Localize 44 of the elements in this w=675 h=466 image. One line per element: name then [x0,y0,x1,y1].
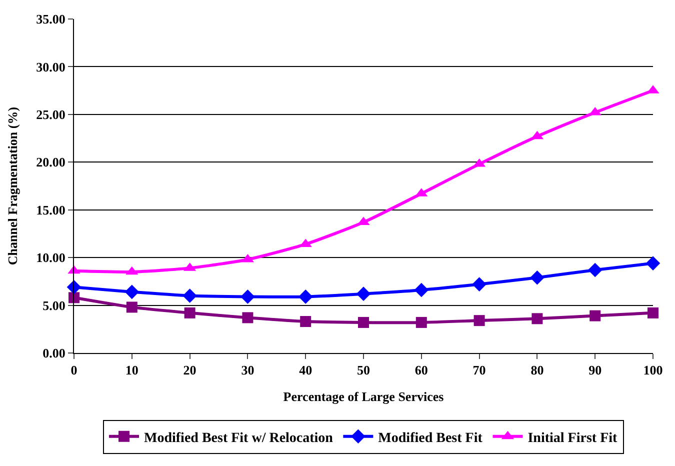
y-tick-label: 30.00 [36,59,66,74]
point [588,262,602,278]
x-tick-label: 30 [241,362,254,378]
y-tick-label: 25.00 [36,106,66,122]
x-tick-label: 60 [414,362,428,378]
legend-label: Initial First Fit [528,430,618,446]
point [242,312,254,324]
x-tick-label: 40 [299,362,312,378]
x-tick-label: 90 [588,362,602,378]
x-tick-label: 0 [70,362,78,378]
point [182,288,197,303]
point [532,313,543,324]
point [530,270,544,285]
point [648,307,658,318]
point [358,316,369,328]
point [416,316,427,328]
y-tick-label: 5.00 [42,298,66,313]
legend-label: Modified Best Fit [378,430,483,446]
y-tick-label: 15.00 [36,202,66,218]
x-tick-label: 80 [530,362,544,378]
point [184,307,196,318]
point [646,256,660,270]
point [300,316,312,328]
x-tick-label: 70 [472,362,486,378]
y-tick-label: 0.00 [42,346,66,361]
x-tick-label: 50 [357,362,370,378]
point [356,286,371,301]
point [298,290,313,304]
x-axis-title: Percentage of Large Services [283,389,444,404]
legend-label: Modified Best Fit w/ Relocation [144,430,334,446]
y-tick-label: 20.00 [36,154,66,170]
point [124,284,140,300]
point [126,302,138,313]
point [472,277,486,292]
point [474,315,485,326]
x-tick-label: 20 [183,362,196,378]
point [240,290,255,304]
point [590,310,601,322]
point [414,282,429,298]
x-tick-label: 100 [643,362,663,378]
y-tick-label: 35.00 [36,12,66,27]
x-tick-label: 10 [125,362,138,378]
y-axis-title: Channel Fragmentation (%) [5,106,20,266]
y-tick-label: 10.00 [36,250,66,266]
